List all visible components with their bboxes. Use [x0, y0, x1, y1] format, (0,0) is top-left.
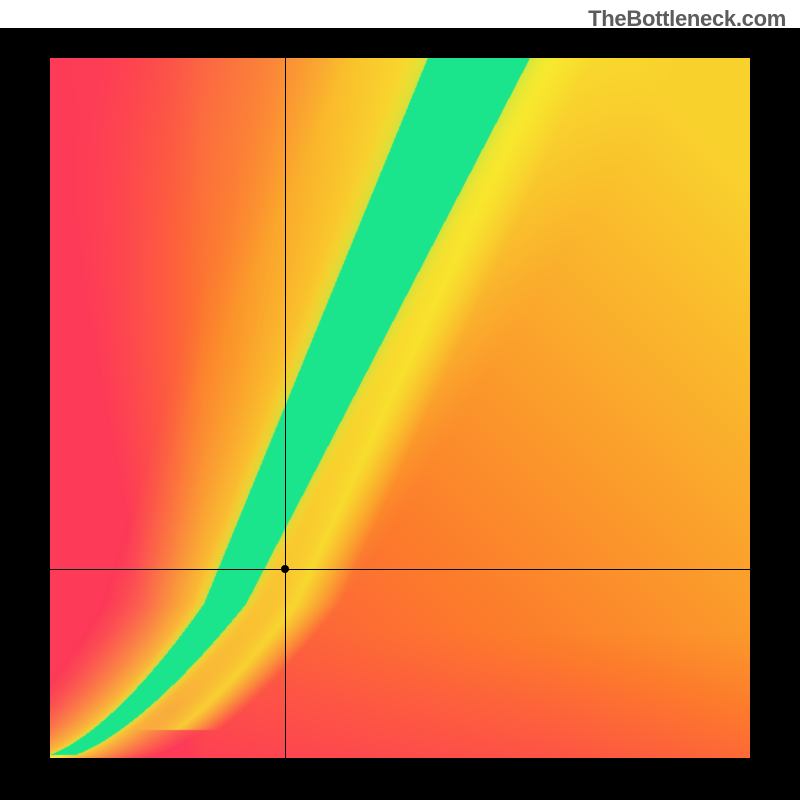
crosshair-dot	[281, 565, 289, 573]
crosshair-horizontal	[50, 569, 750, 570]
outer-frame	[0, 28, 800, 800]
heatmap-canvas	[50, 58, 750, 758]
chart-container: TheBottleneck.com	[0, 0, 800, 800]
plot-area	[50, 58, 750, 758]
crosshair-vertical	[285, 58, 286, 758]
